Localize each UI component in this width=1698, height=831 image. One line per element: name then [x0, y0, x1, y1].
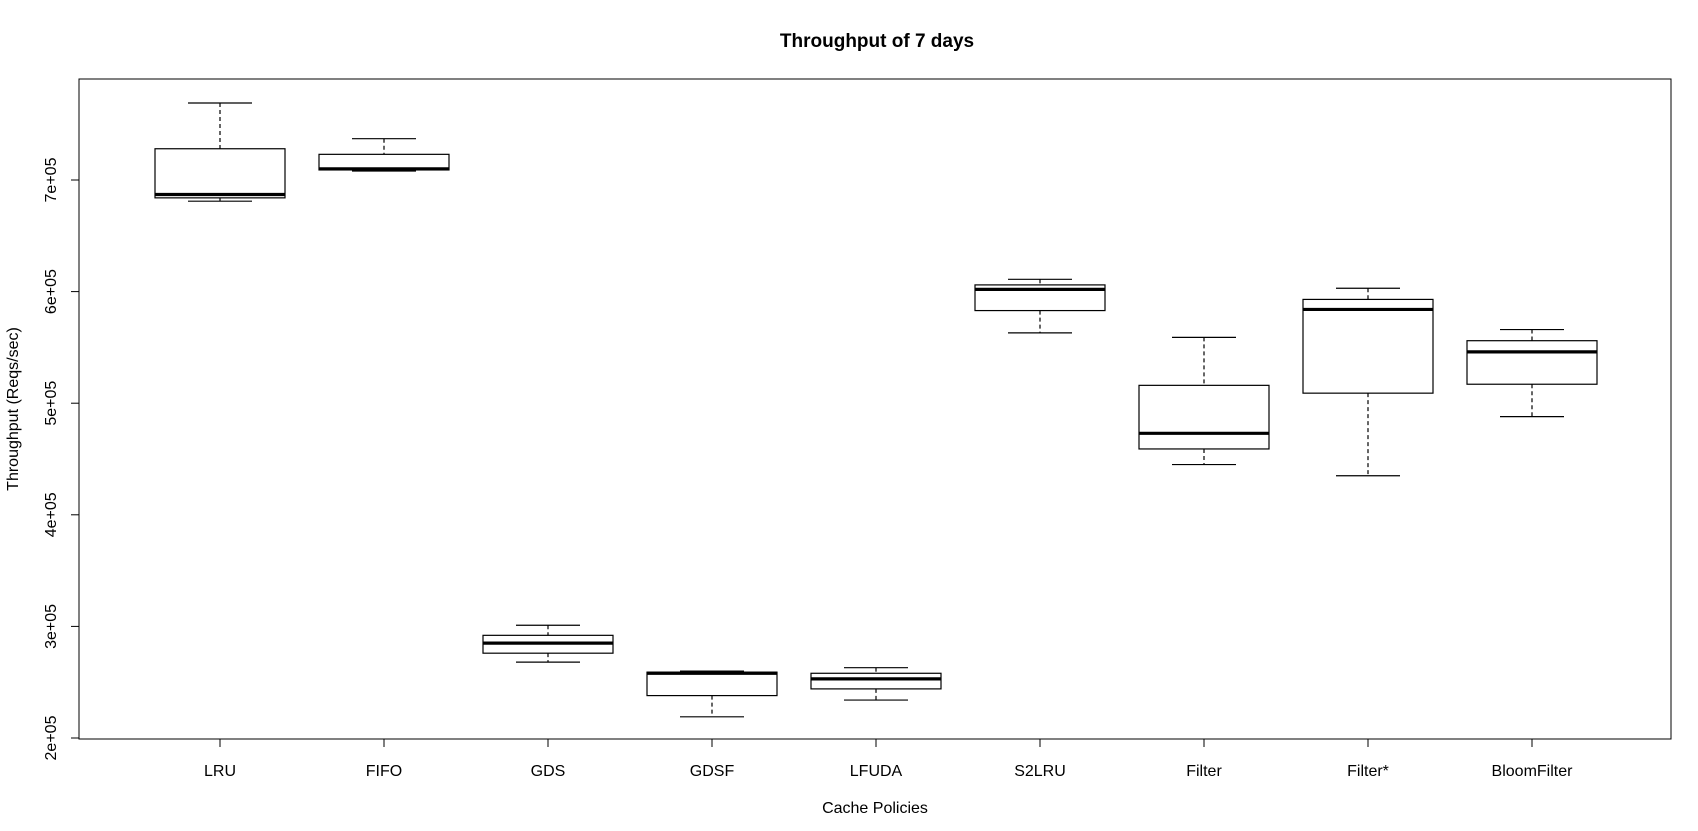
y-tick-label: 5e+05	[43, 381, 60, 426]
x-tick-label: LFUDA	[850, 763, 903, 780]
iqr-box	[1302, 298, 1434, 394]
iqr-box	[154, 148, 286, 199]
x-tick-label: BloomFilter	[1492, 763, 1574, 780]
y-tick-label: 4e+05	[43, 492, 60, 537]
box-lfuda	[810, 667, 942, 701]
box-bloomfilter	[1466, 328, 1598, 418]
x-tick-label: FIFO	[366, 763, 402, 780]
x-axis-label: Cache Policies	[822, 800, 928, 817]
box-filter	[1138, 336, 1270, 466]
x-tick-label: LRU	[204, 763, 236, 780]
x-tick-label: S2LRU	[1014, 763, 1066, 780]
plot-frame	[78, 78, 1672, 740]
y-tick-label: 7e+05	[43, 157, 60, 202]
iqr-box	[810, 672, 942, 690]
boxes-layer	[154, 102, 1598, 718]
x-tick-label: Filter*	[1347, 763, 1389, 780]
y-tick-label: 3e+05	[43, 604, 60, 649]
x-tick-label: GDSF	[690, 763, 735, 780]
y-tick-label: 2e+05	[43, 715, 60, 760]
box-gdsf	[646, 670, 778, 718]
x-tick-label: GDS	[531, 763, 566, 780]
x-tick-label: Filter	[1186, 763, 1222, 780]
iqr-box	[1138, 384, 1270, 450]
box-gds	[482, 624, 614, 663]
box-filter	[1302, 287, 1434, 477]
box-lru	[154, 102, 286, 202]
y-axis-label: Throughput (Reqs/sec)	[5, 327, 22, 491]
chart-title: Throughput of 7 days	[780, 31, 974, 52]
box-fifo	[318, 138, 450, 172]
x-axis: LRU FIFO GDS GDSF LFUDA S2LRU Filter Filter* Blo…	[204, 739, 1573, 780]
iqr-box	[1466, 340, 1598, 385]
y-tick-label: 6e+05	[43, 269, 60, 314]
box-s2lru	[974, 278, 1106, 334]
y-axis: 2e+05 3e+05 4e+05 5e+05 6e+05 7e+05	[43, 157, 80, 760]
iqr-box	[646, 671, 778, 697]
